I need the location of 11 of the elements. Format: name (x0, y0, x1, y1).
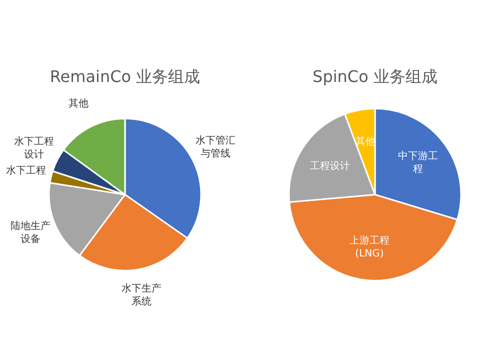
slice-label: 水下工程设计 (14, 135, 54, 160)
chart-title: SpinCo 业务组成 (312, 66, 438, 86)
slice-label: 上游工程(LNG) (349, 234, 390, 260)
slice-label: 工程设计 (310, 160, 350, 172)
slice-label: 其他 (68, 97, 89, 110)
slice-label: 中下游工程 (398, 150, 438, 175)
slice-label: 水下生产系统 (121, 282, 162, 308)
slice-label: 陆地生产设备 (10, 220, 51, 246)
slice-label: 水下工程 (6, 164, 46, 176)
slice-label: 水下管汇与管线 (195, 134, 236, 160)
chart-title: RemainCo 业务组成 (50, 66, 200, 86)
